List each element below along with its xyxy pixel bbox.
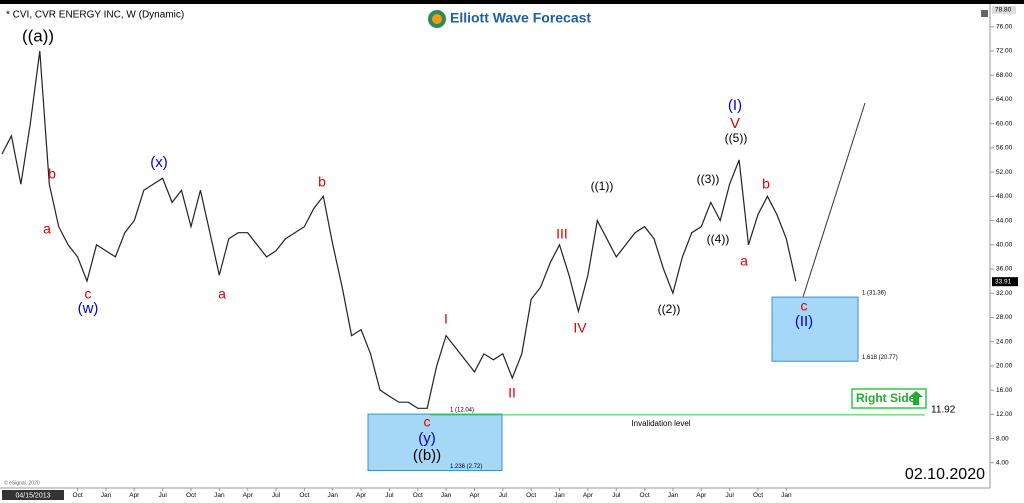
wave-label: ((4)): [707, 232, 730, 246]
last-price-box: [992, 277, 1018, 287]
wave-label: I: [444, 311, 448, 327]
zone-bottom-label: 1.618 (20.77): [862, 355, 898, 361]
x-tick-label: Apr: [129, 492, 140, 499]
x-tick-label: Jan: [214, 492, 225, 499]
x-tick-label: Jul: [499, 492, 508, 499]
y-tick-label: 44.00: [996, 217, 1013, 224]
wave-label: (y): [418, 430, 436, 447]
y-tick-label: 40.00: [996, 242, 1013, 249]
y-tick-label: 4.00: [996, 459, 1009, 466]
wave-label: b: [48, 166, 56, 182]
x-tick-label: Apr: [696, 492, 707, 499]
wave-label: (w): [78, 300, 99, 317]
x-tick-label: Apr: [243, 492, 254, 499]
zone-top-label: 1 (31.36): [862, 291, 886, 297]
y-tick-label: 36.00: [996, 266, 1013, 273]
invalidation-label: 11.92: [931, 404, 956, 415]
invalidation-text: Invalidation level: [631, 419, 690, 428]
wave-label: (x): [150, 154, 168, 171]
cursor-date: 04/15/2013: [15, 492, 50, 499]
brand: Elliott Wave Forecast: [450, 10, 591, 26]
x-tick-label: Jul: [612, 492, 621, 499]
x-tick-label: Apr: [469, 492, 480, 499]
y-tick-label: 16.00: [996, 387, 1013, 394]
price-line: [1, 50, 797, 409]
y-tick-label: 52.00: [996, 169, 1013, 176]
x-tick-label: Apr: [356, 492, 367, 499]
wave-label: (II): [795, 313, 813, 330]
zone-bottom-label: 1.236 (2.72): [450, 464, 482, 470]
axis-max-label: 78.80: [995, 7, 1012, 14]
wave-label: b: [318, 174, 326, 190]
wave-label: ((5)): [725, 131, 748, 145]
x-tick-label: Jul: [725, 492, 734, 499]
chart-title: * CVI, CVR ENERGY INC, W (Dynamic): [6, 10, 184, 21]
x-tick-label: Jan: [328, 492, 339, 499]
y-tick-label: 32.00: [996, 290, 1013, 297]
wave-label: ((2)): [658, 302, 681, 316]
zone-top-label: 1 (12.04): [450, 408, 474, 414]
wave-label: ((1)): [591, 179, 614, 193]
y-tick-label: 56.00: [996, 145, 1013, 152]
wave-label: b: [762, 176, 770, 192]
wave-label: a: [43, 221, 51, 237]
target-zone: [367, 413, 503, 472]
x-tick-label: Oct: [640, 492, 650, 499]
x-tick-label: Jan: [554, 492, 565, 499]
x-tick-label: Jan: [441, 492, 452, 499]
wave-label: III: [556, 226, 568, 242]
wave-label: ((b)): [413, 447, 441, 464]
right-side: Right Side: [856, 391, 916, 405]
wave-label: ((a)): [22, 26, 54, 45]
y-tick-label: 20.00: [996, 363, 1013, 370]
y-tick-label: 76.00: [996, 24, 1013, 31]
x-tick-label: Jul: [272, 492, 281, 499]
y-tick-label: 72.00: [996, 48, 1013, 55]
x-tick-label: Apr: [583, 492, 594, 499]
x-tick-label: Oct: [186, 492, 196, 499]
y-tick-label: 28.00: [996, 314, 1013, 321]
x-tick-label: Jan: [101, 492, 112, 499]
top-bar: [0, 0, 1024, 4]
x-tick-label: Jul: [385, 492, 394, 499]
x-tick-label: Jan: [668, 492, 679, 499]
last-price-label: 33.91: [995, 278, 1012, 285]
y-tick-label: 48.00: [996, 193, 1013, 200]
date-stamp: 02.10.2020: [905, 466, 985, 483]
logo-icon-inner: [432, 14, 442, 24]
y-tick-label: 8.00: [996, 435, 1009, 442]
right-side-arrow: [909, 391, 923, 405]
corner-icon: [981, 10, 988, 17]
y-tick-label: 68.00: [996, 72, 1013, 79]
x-tick-label: Jul: [158, 492, 167, 499]
x-tick-label: Oct: [73, 492, 83, 499]
wave-label: a: [740, 253, 748, 269]
wave-label: V: [730, 115, 740, 132]
axis-max-box: [992, 5, 1016, 14]
projection-line: [802, 102, 866, 298]
x-tick-label: Jan: [781, 492, 792, 499]
copyright: © eSignal, 2020: [4, 479, 40, 486]
wave-label: c: [801, 298, 808, 314]
y-tick-label: 64.00: [996, 96, 1013, 103]
x-tick-label: Oct: [526, 492, 536, 499]
y-tick-label: 12.00: [996, 411, 1013, 418]
wave-label: a: [218, 286, 226, 302]
wave-label: (I): [728, 97, 742, 114]
wave-label: IV: [573, 320, 587, 336]
wave-label: ((3)): [697, 172, 720, 186]
target-zone: [771, 296, 859, 362]
x-tick-label: Oct: [413, 492, 423, 499]
cursor-date-box: [2, 490, 64, 500]
y-tick-label: 60.00: [996, 120, 1013, 127]
y-tick-label: 24.00: [996, 338, 1013, 345]
wave-label: c: [424, 414, 431, 430]
wave-label: c: [85, 286, 92, 302]
right-side-box: [851, 388, 927, 409]
wave-label: II: [508, 385, 516, 401]
x-tick-label: Oct: [299, 492, 309, 499]
x-tick-label: Oct: [753, 492, 763, 499]
